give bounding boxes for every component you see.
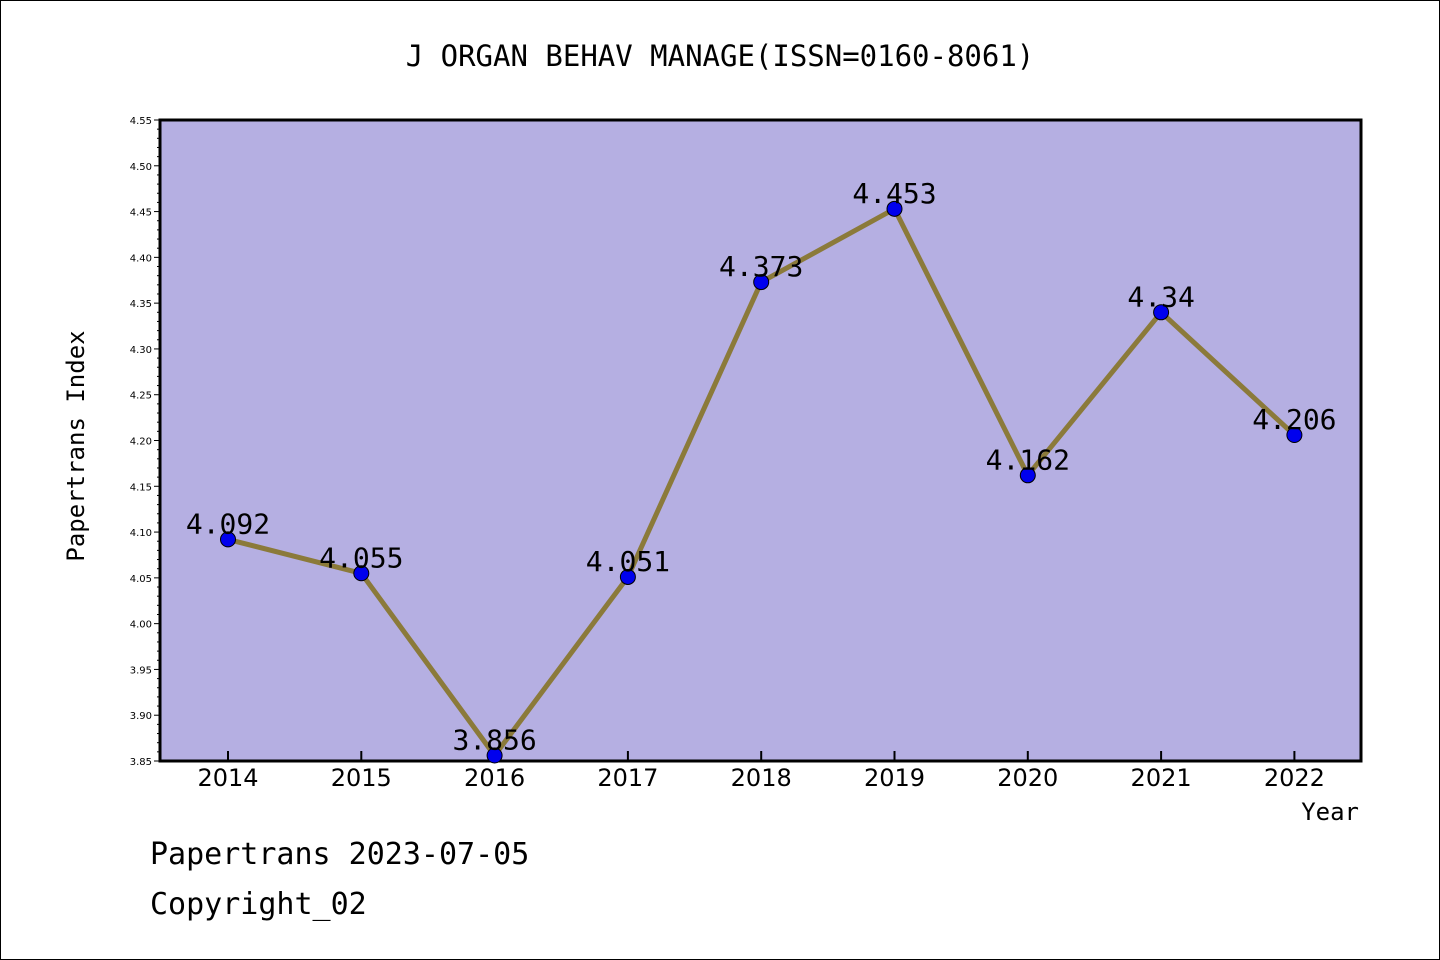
y-tick-label: 4.55 bbox=[130, 116, 152, 127]
y-tick-label: 4.25 bbox=[130, 391, 152, 402]
x-tick-label: 2019 bbox=[864, 764, 925, 792]
y-tick-label: 4.40 bbox=[130, 253, 152, 264]
data-point bbox=[353, 565, 370, 582]
y-tick-label: 4.50 bbox=[130, 162, 152, 173]
y-tick-label: 4.10 bbox=[130, 528, 152, 539]
y-tick-label: 4.35 bbox=[130, 299, 152, 310]
x-tick-label: 2022 bbox=[1264, 764, 1325, 792]
y-tick-label: 4.30 bbox=[130, 345, 152, 356]
x-tick-label: 2021 bbox=[1131, 764, 1192, 792]
data-label: 3.856 bbox=[452, 724, 536, 757]
data-label: 4.34 bbox=[1127, 280, 1194, 313]
data-label: 4.453 bbox=[852, 177, 936, 210]
x-tick-label: 2016 bbox=[464, 764, 525, 792]
data-point bbox=[753, 274, 770, 291]
x-axis: 2014 2015 2016 2017 2018 2019 2020 2021 2022 bbox=[197, 751, 1325, 792]
series-group bbox=[220, 200, 1303, 764]
plot-area bbox=[158, 118, 1363, 763]
y-tick-label: 3.95 bbox=[130, 665, 152, 676]
data-point bbox=[486, 747, 503, 764]
y-tick-label: 3.85 bbox=[130, 757, 152, 768]
data-point bbox=[220, 531, 236, 548]
footer-copyright: Copyright_02 bbox=[150, 887, 367, 922]
y-tick-label: 4.05 bbox=[130, 574, 152, 585]
data-label: 4.373 bbox=[719, 250, 803, 283]
data-point bbox=[1286, 427, 1303, 444]
data-label-group: 4.092 4.055 3.856 4.051 4.373 4.453 4.162 4.34 4… bbox=[186, 177, 1337, 757]
y-tick-label: 4.20 bbox=[130, 437, 152, 448]
chart-title: J ORGAN BEHAV MANAGE(ISSN=0160-8061) bbox=[406, 39, 1035, 73]
x-tick-label: 2014 bbox=[197, 764, 258, 792]
y-tick-label: 4.15 bbox=[130, 482, 152, 493]
y-tick-label: 4.45 bbox=[130, 208, 152, 219]
data-point bbox=[619, 568, 636, 585]
data-point bbox=[1019, 467, 1036, 484]
data-label: 4.055 bbox=[319, 541, 403, 574]
x-tick-label: 2018 bbox=[731, 764, 792, 792]
data-point bbox=[886, 200, 903, 217]
y-axis-label: Papertrans Index bbox=[62, 330, 90, 561]
x-tick-label: 2020 bbox=[997, 764, 1058, 792]
data-label: 4.092 bbox=[186, 507, 270, 540]
y-axis: 3.85 3.90 3.95 4.00 4.05 4.10 4.15 4.20 4.25 4.30… bbox=[130, 116, 160, 768]
y-tick-label: 4.00 bbox=[130, 620, 152, 631]
x-tick-label: 2017 bbox=[597, 764, 658, 792]
x-axis-label: Year bbox=[1301, 798, 1359, 826]
y-tick-label: 3.90 bbox=[130, 711, 152, 722]
data-point bbox=[1153, 304, 1170, 321]
data-label: 4.051 bbox=[586, 545, 670, 578]
data-label: 4.206 bbox=[1252, 403, 1336, 436]
data-label: 4.162 bbox=[986, 443, 1070, 476]
footer-date: Papertrans 2023-07-05 bbox=[150, 837, 529, 872]
x-tick-label: 2015 bbox=[331, 764, 392, 792]
